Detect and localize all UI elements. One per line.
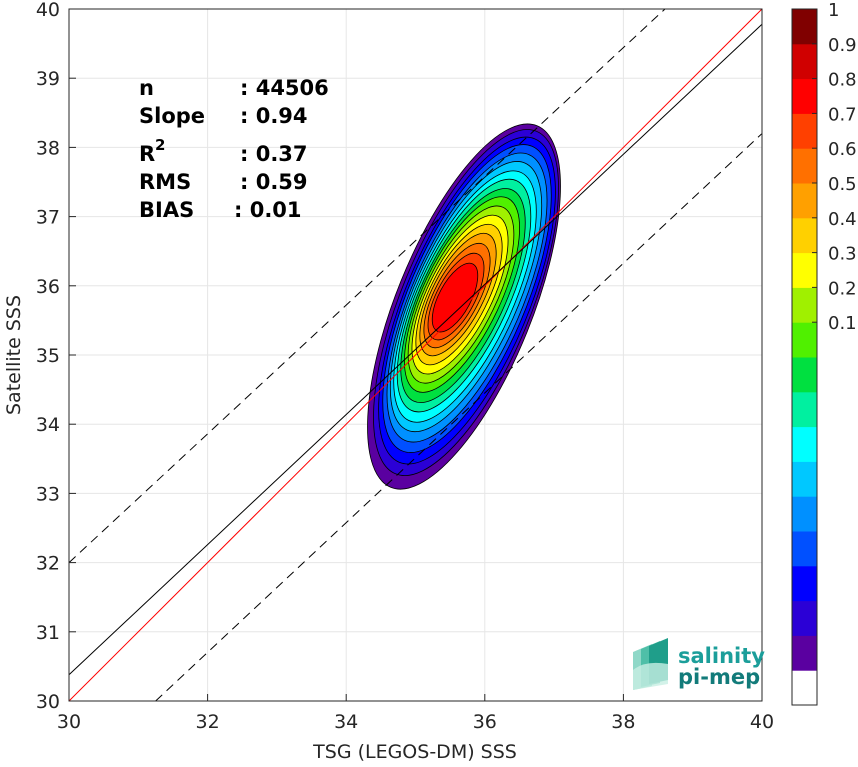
colorbar-segment [792,43,817,80]
y-tick-label: 40 [36,0,60,21]
stat-r2-superscript: 2 [155,136,165,154]
colorbar-segment [792,391,817,428]
colorbar-segment [792,148,817,184]
stat-rms-label: RMS [139,170,191,194]
colorbar-segment [792,600,817,636]
density-contour [431,262,479,333]
stat-bias-value: : 0.01 [234,198,302,222]
colorbar-tick-label: 0.3 [828,244,857,265]
colorbar-tick-label: 0.9 [828,35,857,56]
stat-slope-value: : 0.94 [240,104,308,128]
wave-logo-icon [633,638,668,690]
y-tick-label: 37 [36,207,60,229]
y-tick-label: 32 [36,553,60,575]
colorbar-segment [792,635,817,671]
y-tick-label: 30 [36,691,60,713]
y-axis-label: Satellite SSS [3,295,25,415]
stat-r2-label: R [139,142,155,166]
colorbar-segment [792,217,817,254]
colorbar-segment [792,113,817,149]
colorbar-segment [792,565,817,602]
y-tick-label: 33 [36,483,60,505]
logo-text-pi-mep: pi-mep [678,665,760,689]
colorbar-segment [792,287,817,323]
colorbar-segment [792,322,817,358]
stat-n-value: : 44506 [240,76,329,100]
colorbar-tick-label: 1 [828,0,839,21]
x-axis-label: TSG (LEGOS-DM) SSS [312,741,517,763]
colorbar-segment [792,183,817,219]
stat-r2-value: : 0.37 [240,142,308,166]
y-tick-label: 36 [36,276,60,298]
y-tick-label: 35 [36,345,60,367]
stat-bias-label: BIAS [139,198,194,222]
y-tick-label: 34 [36,414,60,436]
colorbar-segment [792,461,817,497]
stat-n-label: n [139,76,154,100]
x-tick-label: 32 [196,711,220,733]
stat-slope-label: Slope [139,104,205,128]
colorbar-frame [791,8,818,706]
colorbar-segment [792,357,817,393]
colorbar-tick-labels: 0.1 0.2 0.3 0.4 0.5 0.6 0.7 0.8 0.9 1 [812,0,857,334]
colorbar-tick-label: 0.6 [828,139,857,160]
y-tick-label: 39 [36,68,60,90]
identity-line [68,8,763,702]
colorbar-tick-label: 0.7 [828,104,857,125]
x-tick-label: 36 [473,711,497,733]
colorbar-segment [792,252,817,288]
logo-text-salinity: salinity [678,644,765,668]
upper-bound-line [68,8,666,563]
x-tick-label: 38 [611,711,635,733]
x-axis-ticks: 30 32 34 36 38 40 [57,694,774,733]
colorbar-tick-label: 0.1 [828,313,857,334]
x-tick-label: 40 [750,711,774,733]
y-tick-label: 31 [36,622,60,644]
lower-bound-line [155,133,763,702]
regression-line [68,23,763,676]
salinity-pi-mep-logo: salinity pi-mep [633,638,765,690]
colorbar-segment [792,670,817,706]
colorbar-segment [792,531,817,567]
colorbar-tick-label: 0.4 [828,209,857,230]
colorbar-segment [792,78,817,114]
colorbar-segment [792,496,817,532]
x-tick-label: 34 [334,711,358,733]
x-tick-label: 30 [57,711,81,733]
y-tick-label: 38 [36,137,60,159]
colorbar-tick-label: 0.5 [828,174,857,195]
stats-annotation: n : 44506 Slope : 0.94 R 2 : 0.37 RMS : … [139,76,329,222]
reference-lines [68,8,763,702]
stat-rms-value: : 0.59 [240,170,308,194]
colorbar-segment [792,426,817,462]
colorbar-tick-label: 0.8 [828,70,857,91]
colorbar-segment [792,9,817,45]
colorbar-tick-label: 0.2 [828,278,857,299]
colorbar [791,8,818,706]
y-axis-ticks: 30 31 32 33 34 35 36 37 38 39 40 [36,0,76,713]
